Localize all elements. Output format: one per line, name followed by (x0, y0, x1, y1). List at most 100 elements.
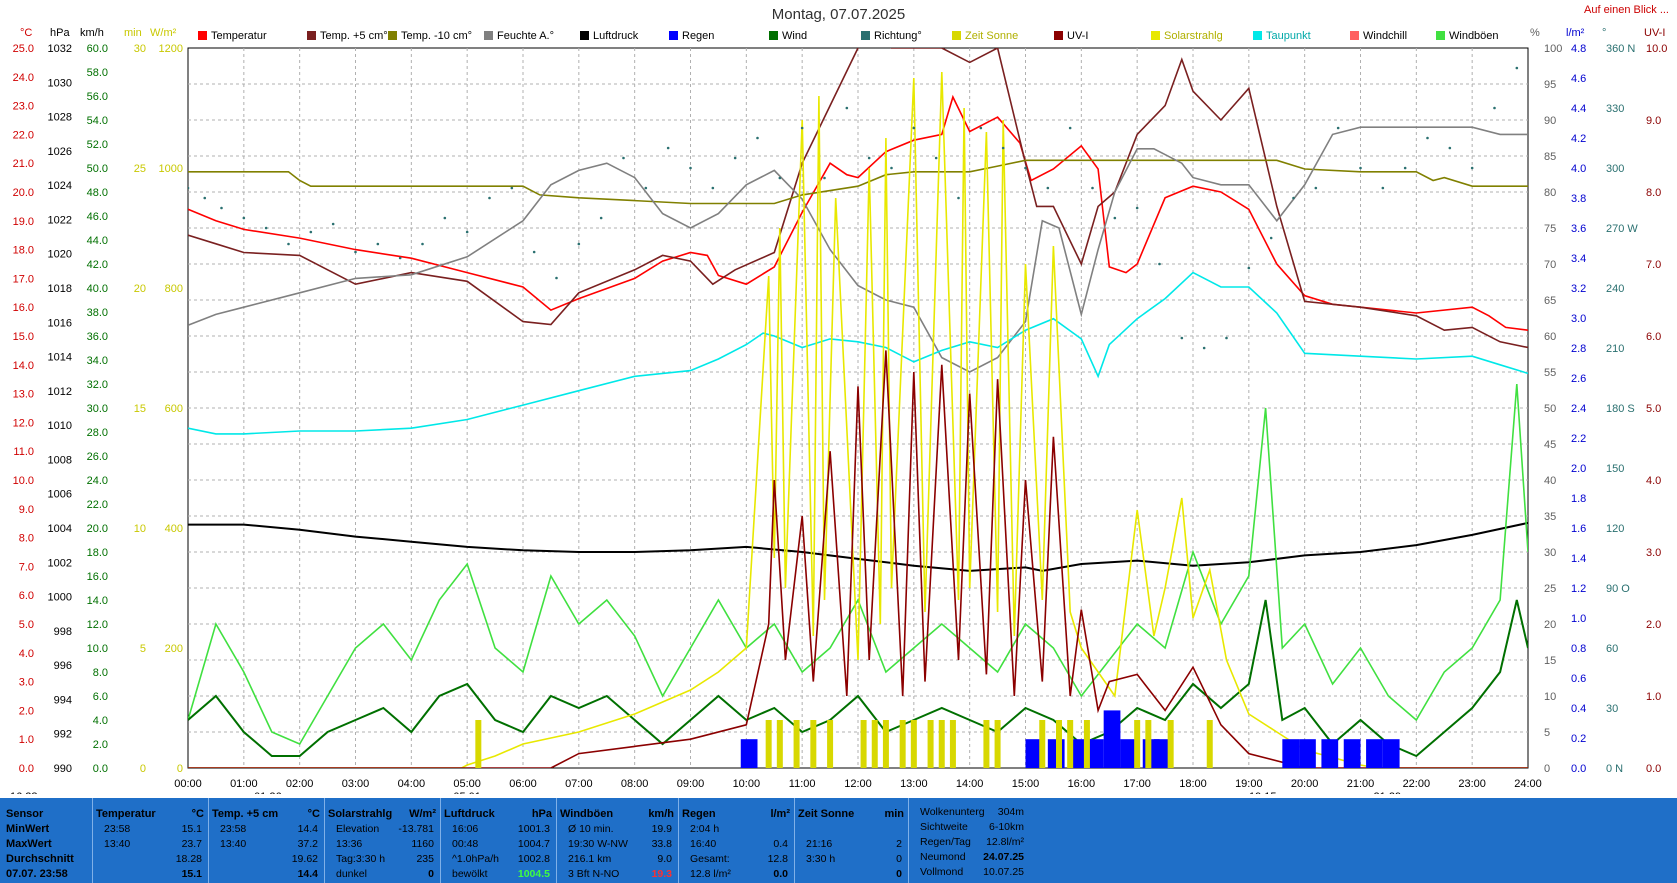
stats-unit: l/m² (770, 808, 790, 820)
series-line-windb-en (188, 383, 1528, 746)
stats-row-value: 12.8l/m² (986, 836, 1024, 848)
x-tick: 22:00 (1403, 778, 1431, 790)
x-tick: 16:00 (1068, 778, 1096, 790)
temp-tick: 11.0 (13, 446, 34, 458)
x-tick: 07:00 (565, 778, 593, 790)
stats-row-label: Vollmond (920, 866, 964, 878)
wind-tick: 48.0 (87, 187, 108, 199)
direction-point (1336, 126, 1340, 130)
humidity-tick: 50 (1544, 403, 1556, 415)
stats-row-value: 23.7 (181, 838, 202, 850)
stats-row-value: 14.4 (297, 823, 318, 835)
solar-axis-header: W/m² (150, 27, 177, 39)
stats-row: 3:30 h 0 (798, 853, 904, 868)
rain-tick: 3.2 (1571, 283, 1586, 295)
x-tick: 19:00 (1235, 778, 1263, 790)
sun-minutes-bar (827, 720, 834, 768)
direction-point (331, 222, 335, 226)
stats-row-label: 3 Bft N-NO (568, 868, 620, 880)
uv-tick: 10.0 (1646, 43, 1667, 55)
rain-tick: 4.0 (1571, 163, 1586, 175)
direction-tick: 210 (1606, 343, 1624, 355)
wind-tick: 58.0 (87, 67, 108, 79)
rain-bar (1343, 739, 1361, 768)
sun-minutes-bar (1145, 720, 1152, 768)
rain-bar (1086, 739, 1104, 768)
x-tick: 10:00 (733, 778, 761, 790)
direction-point (1426, 136, 1429, 140)
stats-row-value: 0.0 (773, 868, 788, 880)
direction-point (242, 216, 246, 220)
stats-row-label: 19:30 W-NW (568, 838, 628, 850)
rain-bar (1070, 739, 1087, 768)
sun-minutes-bar (938, 720, 945, 768)
x-tick: 09:00 (677, 778, 705, 790)
direction-tick: 90 O (1606, 583, 1630, 595)
stats-row: 3 Bft N-NO 19.3 (560, 868, 674, 883)
x-tick: 02:00 (286, 778, 314, 790)
humidity-tick: 80 (1544, 187, 1556, 199)
rain-tick: 2.6 (1571, 373, 1586, 385)
overview-link[interactable]: Auf einen Blick ... (1584, 4, 1669, 16)
series-line-feuchte-a- (188, 126, 1528, 373)
direction-point (577, 242, 581, 246)
stats-panel: Sensor MinWert MaxWert Durchschnitt 07.07. 2… (0, 798, 1677, 883)
pressure-tick: 1012 (48, 386, 72, 398)
stats-row-value: 19.62 (291, 853, 318, 865)
direction-tick: 330 (1606, 103, 1624, 115)
legend-item: Luftdruck (580, 30, 638, 42)
wind-tick: 54.0 (87, 115, 108, 127)
direction-point (1269, 236, 1273, 240)
stats-row-label: Sichtweite (920, 821, 968, 833)
direction-point (555, 276, 558, 280)
sun-minutes-bar (927, 720, 934, 768)
stats-sensor-label: Durchschnitt (6, 853, 74, 865)
direction-tick: 150 (1606, 463, 1624, 475)
rain-bar (1366, 739, 1383, 768)
x-tick: 11:00 (789, 778, 816, 790)
stats-row: 216.1 km 9.0 (560, 853, 674, 868)
wind-tick: 10.0 (87, 643, 108, 655)
direction-point (979, 126, 983, 130)
direction-point (1314, 186, 1318, 190)
legend-label: Temp. -10 cm° (401, 30, 473, 42)
pressure-tick: 1000 (48, 592, 72, 604)
sun-minutes-bar (949, 720, 956, 768)
stats-row-label: Regen/Tag (920, 836, 971, 848)
temp-tick: 16.0 (13, 302, 34, 314)
direction-tick: 180 S (1606, 403, 1635, 415)
stats-unit: hPa (531, 808, 552, 820)
solar-tick: 200 (165, 643, 183, 655)
stats-unit: W/m² (409, 808, 436, 820)
uv-tick: 4.0 (1646, 475, 1661, 487)
weather-chart: 25.0 24.0 23.0 22.0 21.0 20.0 19.0 18.0 17.0 16.0… (10, 27, 1667, 798)
legend-label: UV-I (1067, 30, 1089, 42)
stats-row-value: 1004.7 (517, 838, 550, 850)
stats-row-label: 13:40 (220, 838, 247, 850)
direction-point (287, 242, 290, 246)
stats-row-value: 2 (896, 838, 902, 850)
direction-point (1493, 106, 1496, 110)
stats-row: 13:40 23.7 (96, 838, 204, 853)
direction-point (1158, 262, 1161, 266)
sun-minutes-bar (910, 720, 917, 768)
stats-row: 23:58 15.1 (96, 823, 204, 838)
legend-swatch (1151, 31, 1160, 40)
direction-tick: 60 (1606, 643, 1618, 655)
rain-axis-header: l/m² (1566, 27, 1585, 39)
legend-item: Zeit Sonne (952, 30, 1018, 42)
stats-row-value: 12.8 (767, 853, 788, 865)
humidity-tick: 90 (1544, 115, 1556, 127)
direction-point (644, 186, 648, 190)
rain-tick: 4.8 (1571, 43, 1586, 55)
legend-item: Richtung° (861, 30, 922, 42)
sun-minutes-bar (899, 720, 906, 768)
stats-row-label: Elevation (336, 823, 380, 835)
temp-tick: 21.0 (13, 158, 34, 170)
temp-tick: 8.0 (19, 533, 34, 545)
legend-swatch (1253, 31, 1262, 40)
rain-tick: 0.8 (1571, 643, 1586, 655)
stats-row: 21:16 2 (798, 838, 904, 853)
stats-row-label: Ø 10 min. (568, 823, 614, 835)
sun-minutes-bar (776, 720, 783, 768)
